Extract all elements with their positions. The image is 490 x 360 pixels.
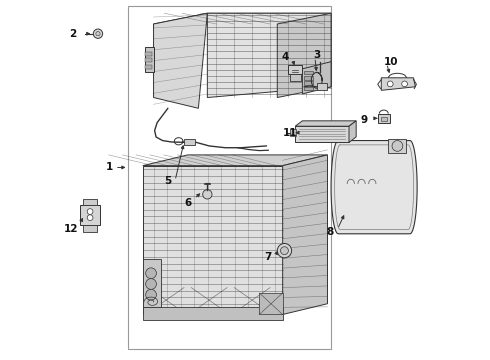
- Polygon shape: [277, 13, 331, 98]
- Text: 2: 2: [69, 29, 76, 39]
- Polygon shape: [207, 13, 331, 98]
- Polygon shape: [288, 65, 302, 74]
- Text: 6: 6: [184, 198, 191, 208]
- Bar: [146, 64, 152, 69]
- Bar: [381, 117, 387, 121]
- Circle shape: [146, 279, 156, 289]
- Circle shape: [146, 268, 156, 279]
- Text: 1: 1: [106, 162, 113, 172]
- Circle shape: [93, 29, 102, 39]
- Circle shape: [277, 243, 292, 258]
- Polygon shape: [378, 114, 390, 123]
- Polygon shape: [283, 155, 327, 315]
- Polygon shape: [143, 259, 161, 307]
- Text: 4: 4: [281, 52, 289, 62]
- Polygon shape: [331, 140, 417, 234]
- Bar: [304, 81, 313, 85]
- Polygon shape: [290, 74, 300, 81]
- Circle shape: [392, 140, 403, 151]
- Polygon shape: [381, 78, 416, 90]
- Bar: [389, 139, 406, 153]
- Text: 12: 12: [64, 224, 78, 234]
- Polygon shape: [83, 199, 97, 205]
- Circle shape: [87, 215, 93, 221]
- Polygon shape: [143, 166, 283, 315]
- Circle shape: [96, 32, 100, 36]
- Polygon shape: [349, 121, 356, 142]
- Text: 9: 9: [361, 115, 368, 125]
- Polygon shape: [295, 126, 349, 142]
- Bar: [290, 129, 296, 136]
- Circle shape: [402, 81, 408, 87]
- Text: 11: 11: [283, 128, 297, 138]
- Polygon shape: [145, 47, 153, 72]
- Bar: [146, 51, 152, 56]
- Polygon shape: [295, 121, 356, 126]
- Bar: [304, 87, 313, 90]
- Polygon shape: [83, 225, 97, 232]
- Text: 3: 3: [313, 50, 320, 60]
- Polygon shape: [259, 293, 283, 315]
- Circle shape: [146, 289, 156, 300]
- Text: 5: 5: [164, 176, 171, 186]
- Polygon shape: [80, 205, 100, 225]
- Text: 8: 8: [327, 227, 334, 237]
- Polygon shape: [143, 307, 283, 320]
- Text: 10: 10: [384, 57, 399, 67]
- Circle shape: [388, 81, 393, 87]
- Circle shape: [203, 190, 212, 199]
- Bar: [304, 71, 313, 74]
- Circle shape: [87, 209, 93, 215]
- Polygon shape: [184, 139, 195, 145]
- Bar: [146, 58, 152, 62]
- Bar: [304, 76, 313, 80]
- Polygon shape: [153, 13, 207, 108]
- Text: 7: 7: [264, 252, 271, 262]
- Bar: [128, 6, 331, 348]
- Circle shape: [280, 247, 289, 255]
- Polygon shape: [143, 155, 327, 166]
- Polygon shape: [302, 62, 331, 94]
- Bar: [317, 83, 327, 90]
- Polygon shape: [153, 13, 331, 24]
